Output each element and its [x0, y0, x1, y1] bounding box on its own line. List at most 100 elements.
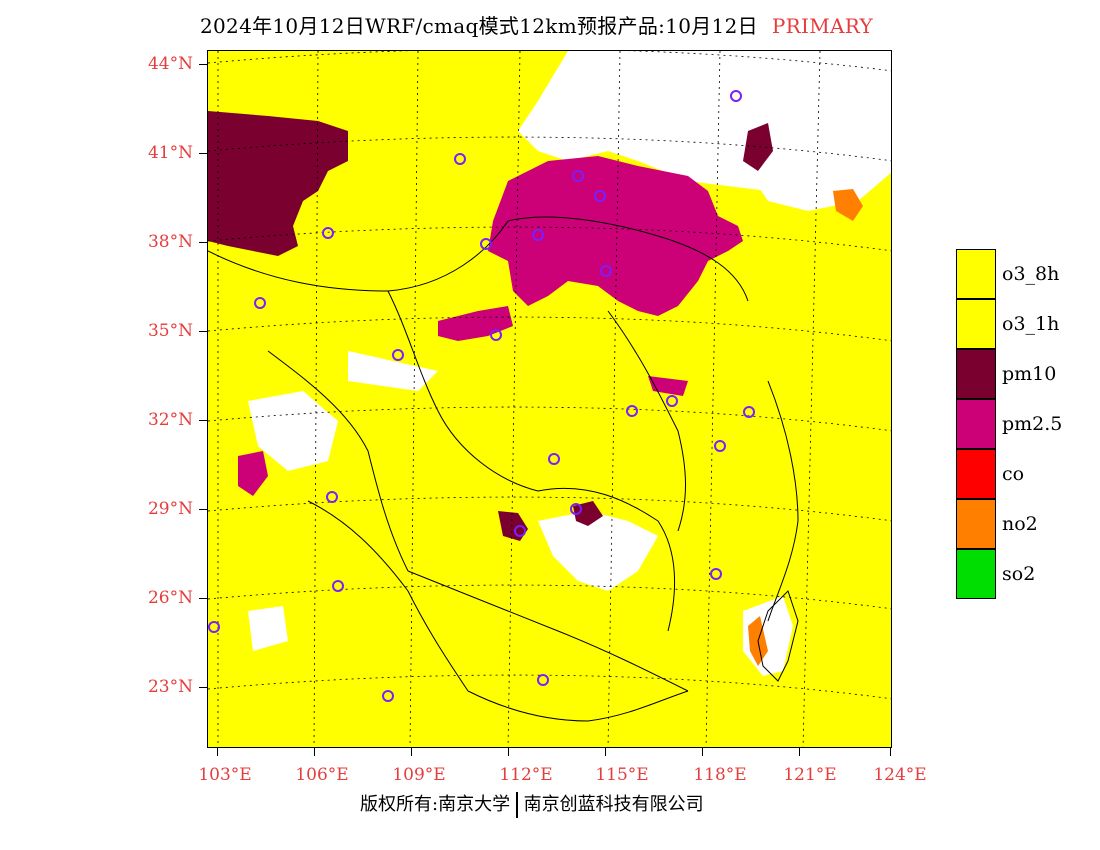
- no2-area-korea: [833, 189, 863, 221]
- station-marker: [322, 227, 334, 239]
- title-tag: PRIMARY: [771, 14, 873, 38]
- legend-swatch: [956, 549, 996, 599]
- legend-item: o3_8h: [956, 249, 1096, 299]
- lon-tick: [605, 748, 606, 756]
- station-marker: [743, 406, 755, 418]
- legend-item: so2: [956, 549, 1096, 599]
- legend-swatch: [956, 249, 996, 299]
- lon-label: 103°E: [198, 765, 252, 785]
- lat-label: 44°N: [147, 54, 193, 74]
- copyright-left: 版权所有:南京大学: [360, 794, 511, 815]
- graticule: [208, 51, 891, 747]
- legend-swatch: [956, 349, 996, 399]
- legend-label: pm10: [1002, 363, 1057, 385]
- lat-tick: [199, 242, 207, 243]
- station-marker: [548, 453, 560, 465]
- lon-label: 109°E: [392, 765, 446, 785]
- map-panel: [207, 50, 892, 748]
- lat-tick: [199, 420, 207, 421]
- lat-label: 29°N: [147, 499, 193, 519]
- pm25-area-henan: [438, 306, 513, 341]
- copyright-right: 南京创蓝科技有限公司: [523, 794, 704, 815]
- pm10-area-beijing: [743, 123, 773, 171]
- station-markers: [208, 90, 755, 702]
- lon-tick: [217, 748, 218, 756]
- station-marker: [392, 349, 404, 361]
- station-marker: [626, 405, 638, 417]
- station-marker: [254, 297, 266, 309]
- station-marker: [326, 491, 338, 503]
- station-marker: [572, 170, 584, 182]
- title-main: 2024年10月12日WRF/cmaq模式12km预报产品:10月12日: [200, 14, 758, 38]
- map-title: 2024年10月12日WRF/cmaq模式12km预报产品:10月12日 PRIM…: [200, 10, 873, 39]
- lat-tick: [199, 153, 207, 154]
- legend-item: o3_1h: [956, 299, 1096, 349]
- lat-tick: [199, 331, 207, 332]
- station-marker: [454, 153, 466, 165]
- legend-label: co: [1002, 463, 1025, 485]
- copyright-footer: 版权所有:南京大学 南京创蓝科技有限公司: [360, 790, 704, 818]
- legend-swatch: [956, 449, 996, 499]
- station-marker: [710, 568, 722, 580]
- white-area-northeast: [748, 111, 891, 211]
- white-area-south-west: [248, 606, 288, 651]
- lat-tick: [199, 64, 207, 65]
- station-marker: [490, 329, 502, 341]
- lon-tick: [702, 748, 703, 756]
- legend-item: pm10: [956, 349, 1096, 399]
- legend-label: so2: [1002, 563, 1036, 585]
- white-area-central-south: [538, 511, 658, 591]
- lon-tick: [508, 748, 509, 756]
- pm10-area-northwest: [208, 111, 348, 256]
- lat-tick: [199, 687, 207, 688]
- station-marker: [666, 395, 678, 407]
- legend-label: o3_8h: [1002, 263, 1060, 285]
- station-marker: [594, 190, 606, 202]
- lon-tick: [411, 748, 412, 756]
- pm10-area-center: [498, 511, 528, 541]
- white-area-center: [348, 351, 438, 391]
- lat-label: 32°N: [147, 410, 193, 430]
- pm25-area-north-china: [488, 156, 743, 316]
- legend-swatch: [956, 499, 996, 549]
- legend-item: no2: [956, 499, 1096, 549]
- lon-tick: [799, 748, 800, 756]
- lon-label: 124°E: [873, 765, 927, 785]
- station-marker: [730, 90, 742, 102]
- station-marker: [537, 674, 549, 686]
- station-marker: [714, 440, 726, 452]
- lon-tick: [314, 748, 315, 756]
- lon-label: 118°E: [693, 765, 747, 785]
- station-marker: [532, 229, 544, 241]
- legend-item: pm2.5: [956, 399, 1096, 449]
- station-marker: [382, 690, 394, 702]
- lat-label: 26°N: [147, 588, 193, 608]
- legend-item: co: [956, 449, 1096, 499]
- lon-label: 112°E: [499, 765, 553, 785]
- lat-tick: [199, 598, 207, 599]
- legend-swatch: [956, 299, 996, 349]
- legend: o3_8h o3_1h pm10 pm2.5 co no2 so2: [956, 249, 1096, 599]
- lon-label: 106°E: [295, 765, 349, 785]
- legend-label: pm2.5: [1002, 413, 1063, 435]
- lat-label: 38°N: [147, 232, 193, 252]
- station-marker: [570, 503, 582, 515]
- lon-tick: [890, 748, 891, 756]
- lat-label: 35°N: [147, 321, 193, 341]
- pollutant-map: [208, 51, 891, 747]
- legend-label: no2: [1002, 513, 1038, 535]
- lat-tick: [199, 509, 207, 510]
- taiwan-outline: [757, 590, 799, 682]
- legend-label: o3_1h: [1002, 313, 1060, 335]
- pm25-area-sichuan: [238, 451, 268, 496]
- station-marker: [600, 265, 612, 277]
- lat-label: 23°N: [147, 677, 193, 697]
- footer-divider: [516, 792, 518, 818]
- white-area-west: [248, 391, 338, 471]
- legend-swatch: [956, 399, 996, 449]
- station-marker: [514, 525, 526, 537]
- lon-label: 121°E: [783, 765, 837, 785]
- station-marker: [480, 238, 492, 250]
- province-boundaries: [208, 216, 799, 722]
- lat-label: 41°N: [147, 143, 193, 163]
